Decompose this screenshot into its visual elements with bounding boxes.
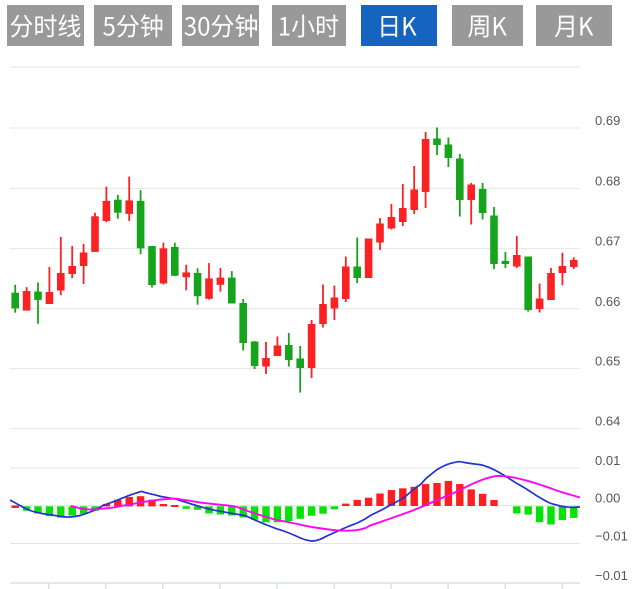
- svg-text:0.66: 0.66: [595, 294, 620, 309]
- svg-text:−0.01: −0.01: [595, 529, 628, 544]
- svg-text:0.01: 0.01: [595, 453, 620, 468]
- svg-text:0.64: 0.64: [595, 414, 620, 429]
- svg-text:0.67: 0.67: [595, 234, 620, 249]
- svg-text:−0.01: −0.01: [595, 568, 628, 583]
- svg-text:0.65: 0.65: [595, 354, 620, 369]
- svg-text:0.69: 0.69: [595, 113, 620, 128]
- svg-text:0.68: 0.68: [595, 173, 620, 188]
- svg-text:0.00: 0.00: [595, 491, 620, 506]
